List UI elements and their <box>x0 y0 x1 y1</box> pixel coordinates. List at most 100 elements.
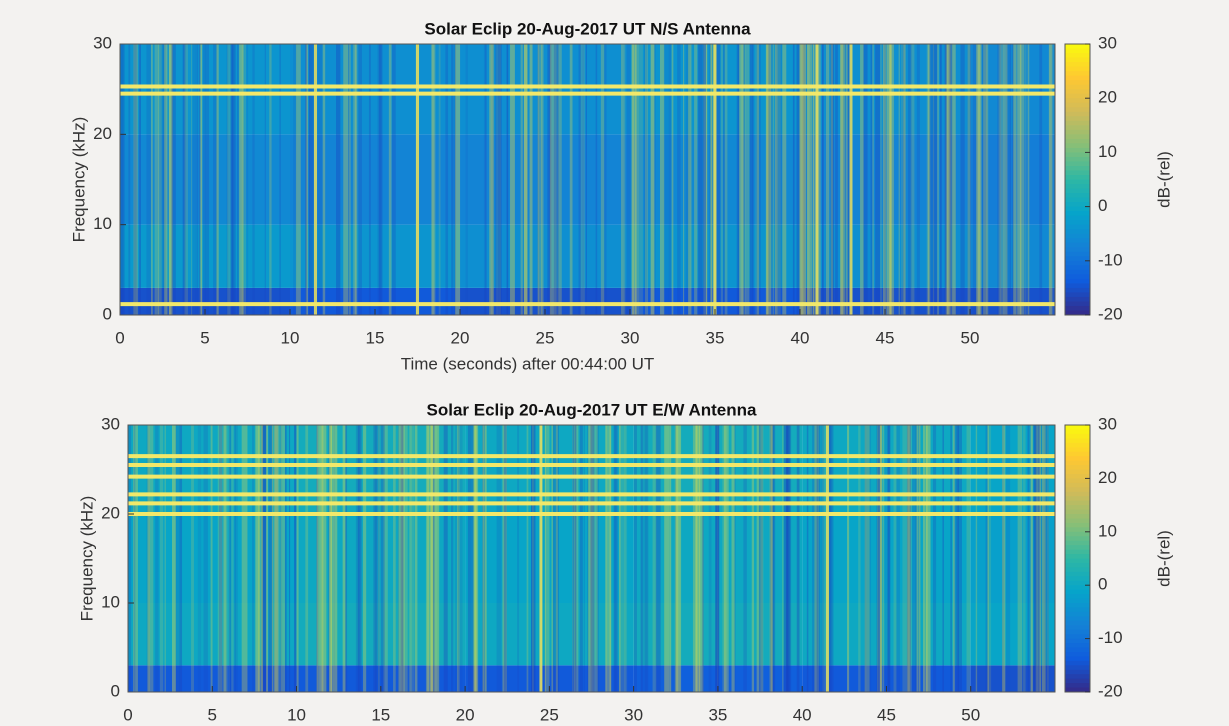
noise-stripe <box>767 44 773 315</box>
noise-stripe <box>489 44 492 315</box>
colorbar-step <box>1065 580 1090 586</box>
noise-stripe <box>316 425 318 692</box>
colorbar-tick-label: 30 <box>1098 33 1117 52</box>
noise-stripe <box>1017 44 1022 315</box>
noise-stripe <box>769 425 775 692</box>
heat-cell <box>633 603 803 666</box>
noise-stripe <box>1019 44 1025 315</box>
noise-stripe <box>966 425 971 692</box>
noise-stripe <box>524 44 528 315</box>
noise-stripe <box>231 425 234 692</box>
noise-stripe <box>1009 44 1011 315</box>
noise-stripe <box>475 425 479 692</box>
noise-stripe <box>756 425 760 692</box>
noise-stripe <box>121 44 123 315</box>
colorbar-step <box>1065 465 1090 470</box>
noise-stripe <box>373 425 377 692</box>
noise-stripe <box>606 425 611 692</box>
noise-stripe <box>574 425 579 692</box>
noise-stripe <box>1038 425 1041 692</box>
noise-stripe <box>631 44 634 315</box>
noise-stripe <box>613 425 617 692</box>
noise-stripe <box>356 425 361 692</box>
noise-stripe <box>910 44 915 315</box>
colorbar-step <box>1065 116 1090 122</box>
noise-stripe <box>425 425 430 692</box>
heat-cell <box>296 514 466 603</box>
noise-stripe <box>557 44 562 315</box>
colorbar-step <box>1065 292 1090 298</box>
noise-stripe <box>812 44 816 315</box>
noise-stripe <box>758 425 763 692</box>
noise-stripe <box>375 425 380 692</box>
noise-stripe <box>1012 44 1017 315</box>
noise-stripe <box>967 44 971 315</box>
noise-stripe <box>397 425 400 692</box>
noise-stripe <box>872 44 874 315</box>
colorbar-tick-label: 0 <box>1098 575 1107 594</box>
x-tick-label: 50 <box>961 328 980 347</box>
noise-stripe <box>882 44 886 315</box>
colorbar-tick-label: 10 <box>1098 142 1117 161</box>
noise-stripe <box>806 425 809 692</box>
noise-stripe <box>164 44 168 315</box>
noise-stripe <box>655 425 661 692</box>
noise-stripe <box>427 425 430 692</box>
noise-stripe <box>624 425 628 692</box>
noise-stripe <box>933 44 938 315</box>
noise-stripe <box>846 44 848 315</box>
noise-stripe <box>498 44 502 315</box>
colorbar-step <box>1065 165 1090 171</box>
plot-frame <box>127 424 1056 693</box>
noise-stripe <box>879 425 882 692</box>
noise-stripe <box>223 425 227 692</box>
noise-stripe <box>234 425 237 692</box>
noise-stripe <box>503 425 507 692</box>
noise-stripe <box>755 44 759 315</box>
heat-cell <box>290 134 460 225</box>
noise-stripe <box>745 44 750 315</box>
noise-stripe <box>162 44 166 315</box>
x-tick-label: 20 <box>451 328 470 347</box>
noise-stripe <box>723 44 725 315</box>
noise-stripe <box>199 44 202 315</box>
colorbar-step <box>1065 425 1090 430</box>
noise-stripe <box>280 425 286 692</box>
noise-stripe <box>812 44 815 315</box>
colorbar-step <box>1065 48 1090 54</box>
colorbar-step <box>1065 594 1090 600</box>
x-tick-label: 30 <box>624 705 643 724</box>
noise-stripe <box>205 44 210 315</box>
noise-stripe <box>635 44 640 315</box>
noise-stripe <box>271 425 274 692</box>
colorbar-step <box>1065 206 1090 212</box>
heat-cell <box>128 514 297 603</box>
colorbar-step <box>1065 678 1090 684</box>
noise-stripe <box>889 44 893 315</box>
noise-stripe <box>537 44 540 315</box>
colorbar-step <box>1065 518 1090 524</box>
noise-stripe <box>619 425 621 692</box>
noise-stripe <box>675 425 677 692</box>
noise-stripe <box>932 44 935 315</box>
noise-stripe <box>877 425 883 692</box>
noise-stripe <box>529 44 533 315</box>
colorbar-step <box>1065 44 1090 50</box>
noise-stripe <box>770 425 776 692</box>
colorbar-label: dB-(rel) <box>1154 151 1173 208</box>
noise-stripe <box>623 44 626 315</box>
x-tick-label: 20 <box>456 705 475 724</box>
noise-stripe <box>997 44 1002 315</box>
noise-stripe <box>168 44 174 315</box>
x-tick-label: 15 <box>366 328 385 347</box>
noise-stripe <box>380 425 385 692</box>
heat-cell <box>802 514 971 603</box>
noise-stripe <box>902 425 907 692</box>
noise-stripe <box>585 44 587 315</box>
y-tick-label: 0 <box>111 681 120 700</box>
colorbar-tick-label: 10 <box>1098 521 1117 540</box>
heat-cell <box>970 134 1055 225</box>
colorbar-step <box>1065 620 1090 626</box>
noise-stripe <box>858 425 861 692</box>
noise-stripe <box>400 425 405 692</box>
